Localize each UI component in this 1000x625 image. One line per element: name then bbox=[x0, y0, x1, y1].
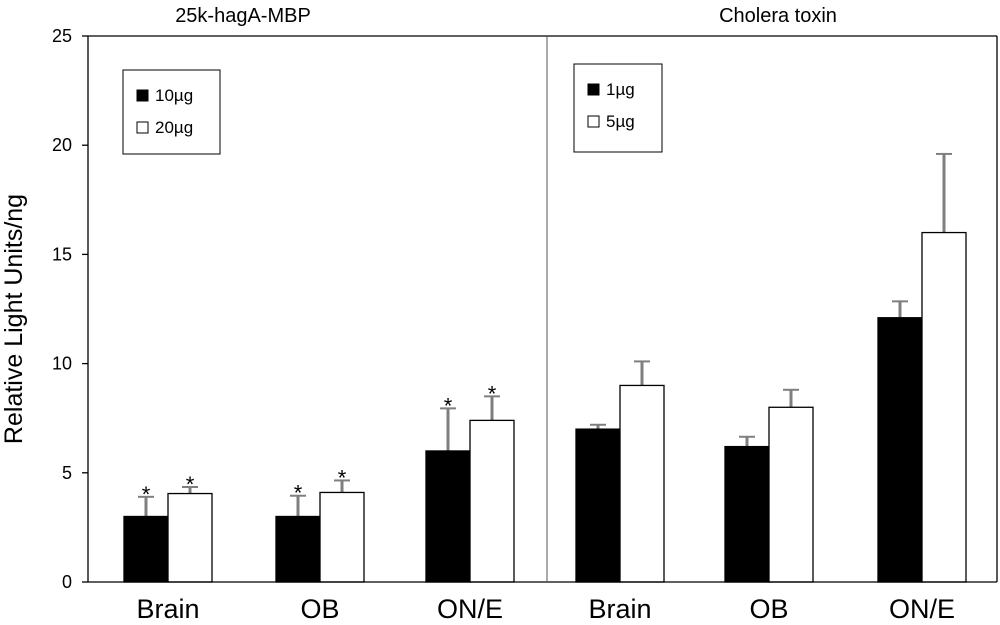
legend-label: 5µg bbox=[606, 112, 635, 131]
legend-box bbox=[122, 69, 221, 155]
significance-marker: * bbox=[444, 393, 453, 418]
x-tick-label: ON/E bbox=[437, 594, 503, 624]
y-tick-label: 0 bbox=[62, 572, 72, 592]
legend-swatch bbox=[136, 121, 149, 134]
significance-marker: * bbox=[488, 381, 497, 406]
y-axis-label: Relative Light Units/ng bbox=[0, 194, 28, 444]
legend-swatch bbox=[136, 89, 149, 102]
legend-label: 1µg bbox=[606, 80, 635, 99]
bar bbox=[575, 428, 621, 583]
significance-marker: * bbox=[186, 472, 195, 497]
bar bbox=[275, 515, 321, 583]
bar bbox=[167, 492, 213, 583]
significance-marker: * bbox=[338, 465, 347, 490]
bar bbox=[877, 317, 923, 583]
x-tick-label: Brain bbox=[136, 594, 199, 624]
legend-swatch bbox=[587, 115, 600, 128]
legend-label: 10µg bbox=[155, 86, 193, 105]
chart-axes bbox=[82, 35, 998, 583]
legend-box bbox=[573, 63, 663, 153]
legend-swatch bbox=[587, 83, 600, 96]
y-tick-label: 25 bbox=[52, 26, 72, 46]
bar bbox=[724, 445, 770, 583]
x-tick-label: Brain bbox=[588, 594, 651, 624]
bar bbox=[425, 450, 471, 583]
significance-marker: * bbox=[142, 482, 151, 507]
y-tick-label: 10 bbox=[52, 354, 72, 374]
y-tick-label: 5 bbox=[62, 463, 72, 483]
bar bbox=[921, 231, 967, 583]
x-tick-label: ON/E bbox=[889, 594, 955, 624]
panel-title: Cholera toxin bbox=[719, 5, 837, 27]
bar bbox=[768, 406, 814, 583]
chart-text: 0 5 10 15 20 25 Relative Light Units/ng 25k-hag… bbox=[0, 5, 955, 624]
chart-marks bbox=[123, 152, 967, 583]
significance-marker: * bbox=[294, 481, 303, 506]
bar bbox=[619, 384, 665, 583]
x-tick-label: OB bbox=[749, 594, 788, 624]
panel-title: 25k-hagA-MBP bbox=[175, 5, 311, 27]
bar bbox=[319, 491, 365, 583]
y-tick-label: 15 bbox=[52, 244, 72, 264]
bar bbox=[123, 515, 169, 583]
legend-label: 20µg bbox=[155, 118, 193, 137]
bar bbox=[469, 419, 515, 583]
y-tick-label: 20 bbox=[52, 135, 72, 155]
x-tick-label: OB bbox=[300, 594, 339, 624]
